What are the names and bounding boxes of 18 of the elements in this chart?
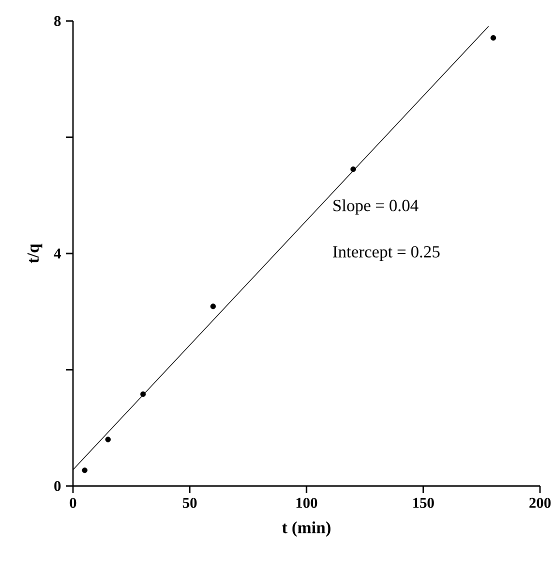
annotation: Intercept = 0.25	[332, 246, 440, 261]
x-tick-label: 0	[70, 498, 76, 508]
x-tick-label: 150	[413, 498, 434, 508]
point	[350, 166, 356, 172]
y-tick-label: 0	[54, 480, 61, 492]
x-tick-label: 50	[182, 498, 197, 508]
y-tick-label: 4	[54, 248, 61, 258]
point	[210, 304, 216, 310]
point	[82, 468, 88, 474]
point	[105, 436, 111, 442]
point	[140, 391, 146, 397]
x-axis-title: t (min)	[282, 521, 330, 537]
y-tick-label: 8	[54, 16, 61, 26]
y-axis-title: t/q	[27, 244, 42, 264]
x-tick-label: 200	[529, 498, 551, 508]
annotation: Slope = 0.04	[334, 199, 418, 215]
x-tick-label: 100	[296, 498, 318, 508]
point	[490, 35, 496, 41]
